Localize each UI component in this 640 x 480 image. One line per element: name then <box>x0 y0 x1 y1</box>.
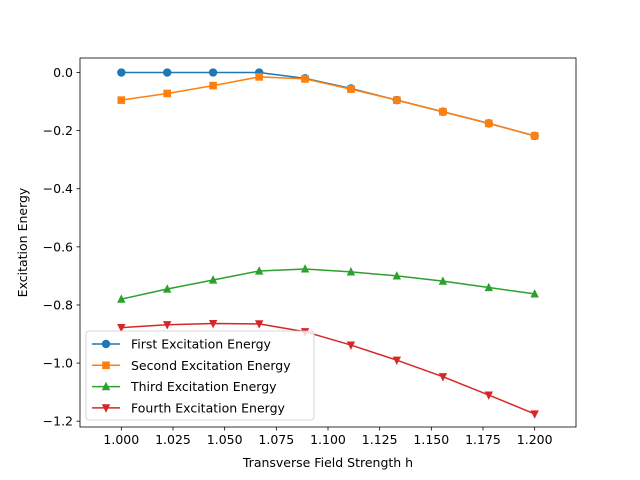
legend: First Excitation Energy Second Excitation… <box>85 330 315 421</box>
data-point <box>163 89 172 98</box>
series-line <box>121 76 535 137</box>
x-tick-label: 1.050 <box>207 432 243 447</box>
data-point <box>208 68 218 77</box>
data-point <box>117 294 126 303</box>
legend-entry-2: Second Excitation Energy <box>92 358 291 373</box>
y-tick-label: −0.2 <box>43 123 73 138</box>
x-tick-label: 1.175 <box>465 432 501 447</box>
data-point <box>346 341 356 350</box>
legend-marker <box>101 381 111 391</box>
y-tick-label: 0.0 <box>53 65 73 80</box>
data-point <box>254 320 264 329</box>
plot-area <box>117 68 539 419</box>
legend-marker <box>102 361 110 370</box>
data-point <box>484 282 493 292</box>
data-point <box>163 68 172 77</box>
x-axis-label: Transverse Field Strength h <box>242 455 413 470</box>
y-tick-label: −0.4 <box>43 181 73 196</box>
x-tick-label: 1.100 <box>310 432 346 447</box>
series-2 <box>117 73 539 140</box>
data-point <box>254 266 264 275</box>
legend-label: Fourth Excitation Energy <box>131 400 286 415</box>
data-point <box>163 284 172 293</box>
series-line <box>121 268 535 300</box>
data-point <box>209 81 217 90</box>
series-line <box>121 322 535 415</box>
data-point <box>484 119 493 128</box>
data-point <box>438 373 448 382</box>
data-point <box>393 96 401 104</box>
data-point <box>392 271 402 280</box>
series-3 <box>117 264 539 303</box>
data-point <box>392 356 402 365</box>
data-point <box>117 96 126 104</box>
data-point <box>530 132 539 140</box>
data-point <box>301 75 309 83</box>
legend-entry-3: Third Excitation Energy <box>92 379 277 394</box>
data-point <box>255 73 263 81</box>
legend-label: Third Excitation Energy <box>130 379 277 394</box>
y-tick-label: −1.2 <box>43 414 73 429</box>
data-point <box>439 107 447 116</box>
x-tick-label: 1.000 <box>103 432 139 447</box>
data-point <box>208 319 218 329</box>
data-point <box>530 410 539 419</box>
y-tick-label: −0.8 <box>43 297 73 312</box>
data-point <box>117 324 126 333</box>
legend-entry-1: First Excitation Energy <box>92 337 272 352</box>
data-point <box>117 68 126 77</box>
data-point <box>484 391 493 400</box>
data-point <box>346 267 356 276</box>
legend-box <box>85 330 315 421</box>
x-tick-label: 1.150 <box>413 432 449 447</box>
legend-marker <box>101 404 111 413</box>
data-point <box>300 264 310 273</box>
x-tick-label: 1.025 <box>155 432 191 447</box>
x-tick-label: 1.200 <box>517 432 553 447</box>
data-point <box>208 275 218 284</box>
legend-entry-4: Fourth Excitation Energy <box>92 400 286 415</box>
data-point <box>438 276 448 285</box>
data-point <box>530 289 539 298</box>
axes: 1.000 1.025 1.050 1.075 1.100 1.125 1.150 1.175… <box>43 57 577 447</box>
data-point <box>163 321 172 330</box>
data-point <box>347 85 355 93</box>
legend-label: Second Excitation Energy <box>131 358 291 373</box>
y-axis-label: Excitation Energy <box>15 187 30 297</box>
y-tick-label: −0.6 <box>43 239 73 254</box>
x-tick-label: 1.125 <box>362 432 398 447</box>
legend-label: First Excitation Energy <box>131 337 272 352</box>
y-tick-label: −1.0 <box>43 356 73 371</box>
x-tick-label: 1.075 <box>258 432 294 447</box>
legend-marker <box>101 339 111 349</box>
